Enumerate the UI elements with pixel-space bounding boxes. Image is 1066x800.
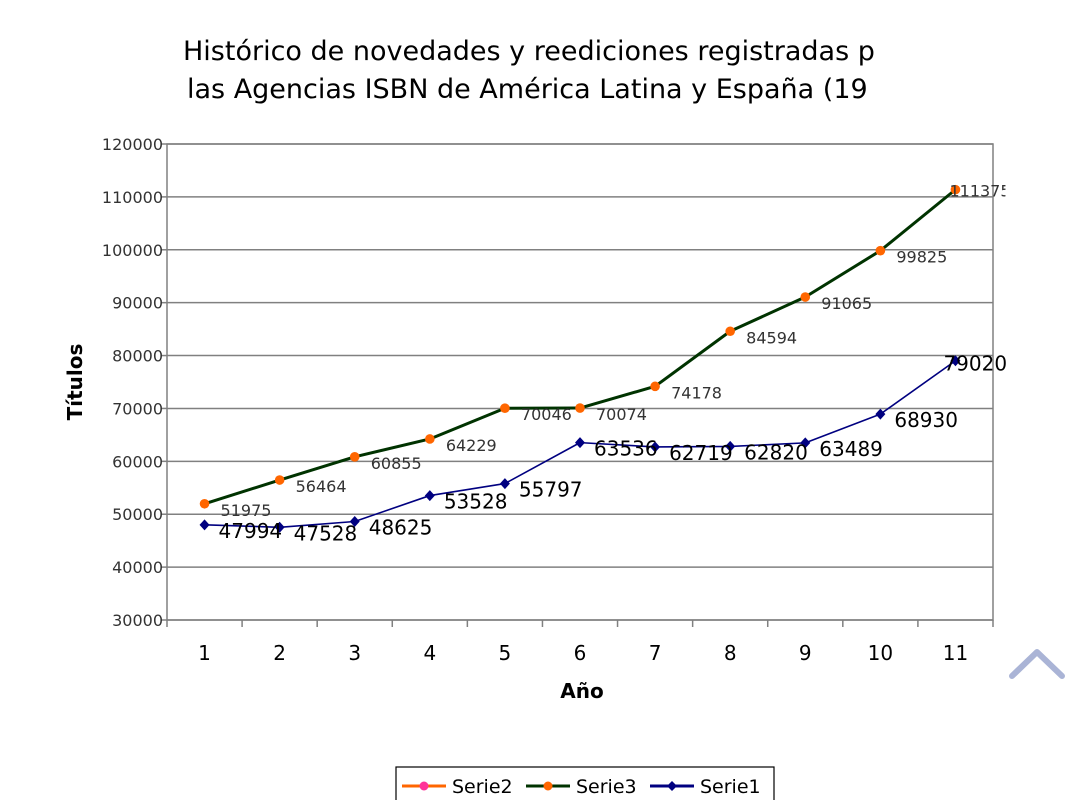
- chart-title-line-1: Histórico de novedades y reediciones reg…: [183, 36, 875, 67]
- data-label: 63489: [819, 437, 883, 461]
- legend-box: [395, 766, 775, 800]
- legend-item-serie3: Serie3: [526, 776, 637, 798]
- data-point: [725, 440, 736, 452]
- y-tick-label: 80000: [112, 347, 163, 366]
- data-label: 111375: [949, 182, 1010, 201]
- data-label: 68930: [894, 408, 958, 432]
- chevron-up-icon[interactable]: [1008, 640, 1066, 684]
- y-axis: 30000 40000 50000 60000 70000 80000 90000 10000…: [102, 135, 167, 630]
- x-tick-label: 1: [198, 641, 211, 665]
- y-tick-label: 70000: [112, 399, 163, 418]
- y-tick-label: 120000: [102, 135, 163, 154]
- data-label: 62719: [669, 441, 733, 465]
- data-point: [875, 408, 886, 420]
- legend-item-serie2: Serie2: [402, 776, 513, 798]
- data-point: [349, 515, 360, 527]
- data-point: [875, 245, 886, 256]
- legend-label: Serie3: [576, 776, 637, 798]
- data-point: [274, 475, 285, 485]
- data-label: 47994: [219, 519, 283, 543]
- legend-item-serie1: Serie1: [650, 776, 761, 798]
- data-label: 62820: [744, 440, 808, 464]
- x-tick-label: 11: [943, 641, 968, 665]
- data-point: [424, 490, 435, 502]
- data-label: 56464: [296, 477, 347, 496]
- y-tick-label: 40000: [112, 558, 163, 577]
- legend-marker: [543, 781, 553, 791]
- data-label: 60855: [371, 454, 422, 473]
- data-point: [425, 434, 435, 444]
- y-tick-label: 90000: [112, 294, 163, 313]
- data-point: [199, 519, 210, 531]
- data-point: [575, 437, 585, 449]
- data-label: 55797: [519, 478, 583, 502]
- legend-label: Serie2: [452, 776, 513, 798]
- data-point: [499, 478, 510, 490]
- data-point: [500, 403, 510, 414]
- series-serie1: 47994 47528 48625 53528 55797 63536 62719 62820…: [199, 352, 1007, 545]
- data-label: 63536: [594, 437, 658, 461]
- x-tick-label: 8: [724, 641, 737, 665]
- data-label: 84594: [746, 328, 797, 347]
- data-point: [199, 498, 210, 509]
- data-label: 53528: [444, 490, 508, 514]
- y-tick-label: 30000: [112, 611, 163, 630]
- series-serie3: 51975 56464 60855 64229 70046 70074 74178 84594…: [199, 182, 1010, 520]
- data-point: [800, 437, 811, 449]
- data-point: [650, 381, 660, 392]
- x-tick-label: 6: [574, 641, 587, 665]
- y-tick-label: 60000: [112, 452, 163, 471]
- x-tick-label: 9: [799, 641, 812, 665]
- x-tick-label: 3: [348, 641, 361, 665]
- data-point: [575, 403, 585, 413]
- data-label: 99825: [896, 248, 947, 267]
- legend: Serie2 Serie3 Serie1: [395, 766, 775, 800]
- y-tick-label: 110000: [102, 188, 163, 207]
- x-tick-label: 10: [868, 641, 893, 665]
- data-point: [950, 184, 961, 195]
- y-tick-label: 50000: [112, 505, 163, 524]
- grid: [167, 143, 993, 621]
- x-tick-label: 4: [423, 641, 436, 665]
- legend-marker: [667, 781, 677, 791]
- series: 51975 56464 60855 64229 70046 70074 74178 84594…: [199, 182, 1010, 545]
- data-point: [274, 521, 285, 533]
- data-label: 70046: [521, 405, 572, 424]
- data-label: 47528: [294, 521, 358, 545]
- data-label: 48625: [369, 515, 433, 539]
- legend-label: Serie1: [700, 776, 761, 798]
- x-tick-label: 5: [499, 641, 512, 665]
- data-point: [950, 355, 961, 367]
- y-tick-label: 100000: [102, 241, 163, 260]
- data-label: 70074: [596, 405, 647, 424]
- chart-title-line-2: las Agencias ISBN de América Latina y Es…: [187, 74, 868, 105]
- data-label: 91065: [821, 294, 872, 313]
- data-point: [349, 452, 360, 462]
- plot-area: [166, 143, 994, 621]
- x-axis-title: Año: [560, 679, 603, 703]
- y-axis-title: Títulos: [63, 344, 87, 421]
- data-point: [725, 326, 735, 337]
- x-tick-label: 7: [649, 641, 662, 665]
- data-point: [650, 441, 661, 453]
- x-axis: 1 2 3 4 5 6 7 8 9 10 11: [166, 620, 994, 665]
- x-tick-label: 2: [273, 641, 286, 665]
- data-label: 74178: [671, 383, 722, 402]
- data-label: 79020: [943, 352, 1007, 376]
- data-label: 64229: [446, 436, 497, 455]
- data-label: 51975: [221, 501, 272, 520]
- data-point: [800, 292, 811, 302]
- legend-marker: [419, 781, 429, 791]
